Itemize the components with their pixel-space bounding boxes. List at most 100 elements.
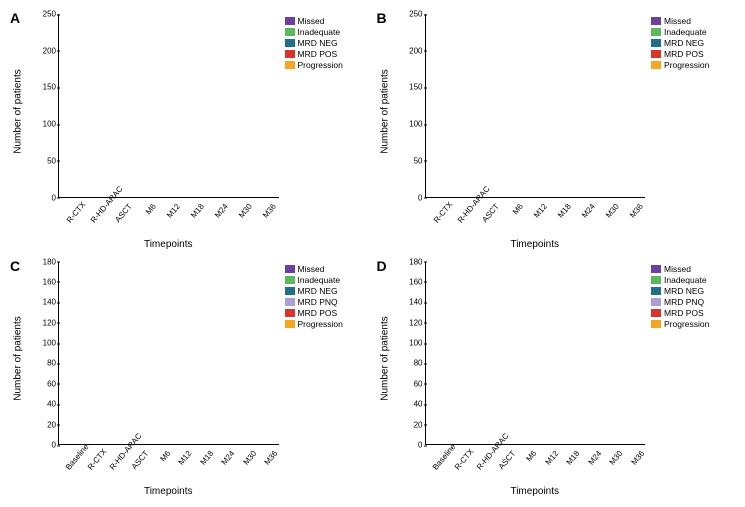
y-tick: 100: [43, 339, 56, 348]
y-tick: 40: [414, 400, 423, 409]
y-axis-label: Number of patients: [13, 69, 24, 154]
y-tick: 120: [43, 318, 56, 327]
legend-swatch: [285, 39, 295, 47]
legend-item: MRD NEG: [285, 286, 369, 296]
y-tick: 250: [43, 10, 56, 19]
legend-label: MRD NEG: [664, 38, 704, 48]
legend-label: Inadequate: [664, 275, 707, 285]
legend-label: MRD POS: [664, 49, 704, 59]
y-tick: 60: [414, 379, 423, 388]
legend-label: Missed: [664, 16, 691, 26]
legend-item: MRD POS: [651, 49, 735, 59]
legend-label: MRD PNQ: [298, 297, 338, 307]
y-tick: 0: [418, 193, 422, 202]
y-tick: 100: [409, 339, 422, 348]
y-tick: 0: [52, 193, 56, 202]
y-tick: 140: [409, 298, 422, 307]
legend-item: Missed: [651, 264, 735, 274]
y-tick: 80: [414, 359, 423, 368]
y-tick: 100: [409, 120, 422, 129]
bar-plot: [58, 262, 279, 446]
legend-label: Progression: [664, 60, 709, 70]
legend-label: MRD NEG: [298, 286, 338, 296]
panel-letter: B: [377, 10, 387, 26]
bar-plot: [58, 14, 279, 198]
y-tick: 60: [47, 379, 56, 388]
legend: MissedInadequateMRD NEGMRD PNQMRD POSPro…: [645, 262, 735, 498]
legend-swatch: [651, 276, 661, 284]
legend-swatch: [285, 320, 295, 328]
legend-label: MRD NEG: [298, 38, 338, 48]
legend-item: MRD PNQ: [285, 297, 369, 307]
legend-item: Missed: [651, 16, 735, 26]
legend-label: Missed: [664, 264, 691, 274]
y-axis-label: Number of patients: [379, 317, 390, 402]
y-tick: 150: [43, 83, 56, 92]
y-tick: 250: [409, 10, 422, 19]
legend: MissedInadequateMRD NEGMRD PNQMRD POSPro…: [279, 262, 369, 498]
y-tick: 50: [414, 156, 423, 165]
y-axis-label: Number of patients: [13, 317, 24, 402]
legend-item: Progression: [651, 319, 735, 329]
legend-label: Progression: [298, 319, 343, 329]
legend-item: Progression: [285, 319, 369, 329]
legend-label: Inadequate: [298, 275, 341, 285]
legend-swatch: [651, 309, 661, 317]
legend-label: Inadequate: [664, 27, 707, 37]
y-tick: 50: [47, 156, 56, 165]
legend-swatch: [651, 298, 661, 306]
y-tick: 160: [43, 277, 56, 286]
y-tick: 150: [409, 83, 422, 92]
legend-swatch: [651, 287, 661, 295]
legend-label: MRD POS: [664, 308, 704, 318]
legend-item: Missed: [285, 16, 369, 26]
legend-swatch: [285, 61, 295, 69]
y-tick: 120: [409, 318, 422, 327]
legend-swatch: [651, 50, 661, 58]
panel-A: ANumber of patients050100150200250R-CTXR…: [10, 10, 369, 250]
legend-swatch: [651, 265, 661, 273]
legend-item: Inadequate: [651, 27, 735, 37]
panel-B: BNumber of patients050100150200250R-CTXR…: [377, 10, 736, 250]
legend-label: Inadequate: [298, 27, 341, 37]
y-tick: 200: [409, 46, 422, 55]
legend-item: MRD POS: [285, 49, 369, 59]
legend-label: MRD NEG: [664, 286, 704, 296]
bar-plot: [425, 262, 646, 446]
legend-item: Progression: [285, 60, 369, 70]
figure-grid: ANumber of patients050100150200250R-CTXR…: [10, 10, 735, 497]
legend-swatch: [651, 39, 661, 47]
legend-item: Inadequate: [285, 27, 369, 37]
panel-letter: A: [10, 10, 20, 26]
legend-swatch: [285, 28, 295, 36]
bar-plot: [425, 14, 646, 198]
legend-label: Missed: [298, 264, 325, 274]
legend-item: MRD POS: [285, 308, 369, 318]
legend-label: Missed: [298, 16, 325, 26]
y-tick: 80: [47, 359, 56, 368]
legend-swatch: [285, 298, 295, 306]
legend-swatch: [651, 17, 661, 25]
y-axis-label: Number of patients: [379, 69, 390, 154]
legend-item: MRD NEG: [651, 38, 735, 48]
legend-item: MRD PNQ: [651, 297, 735, 307]
y-tick: 40: [47, 400, 56, 409]
legend-item: Inadequate: [285, 275, 369, 285]
legend-label: MRD POS: [298, 49, 338, 59]
y-tick: 180: [43, 257, 56, 266]
y-tick: 100: [43, 120, 56, 129]
legend-label: Progression: [664, 319, 709, 329]
legend-label: MRD POS: [298, 308, 338, 318]
y-tick: 180: [409, 257, 422, 266]
y-tick: 200: [43, 46, 56, 55]
legend-swatch: [651, 320, 661, 328]
panel-letter: D: [377, 258, 387, 274]
y-tick: 160: [409, 277, 422, 286]
y-tick: 0: [52, 441, 56, 450]
legend-item: MRD POS: [651, 308, 735, 318]
panel-letter: C: [10, 258, 20, 274]
legend-item: Progression: [651, 60, 735, 70]
legend-item: MRD NEG: [651, 286, 735, 296]
legend: MissedInadequateMRD NEGMRD POSProgressio…: [279, 14, 369, 250]
legend-swatch: [285, 287, 295, 295]
